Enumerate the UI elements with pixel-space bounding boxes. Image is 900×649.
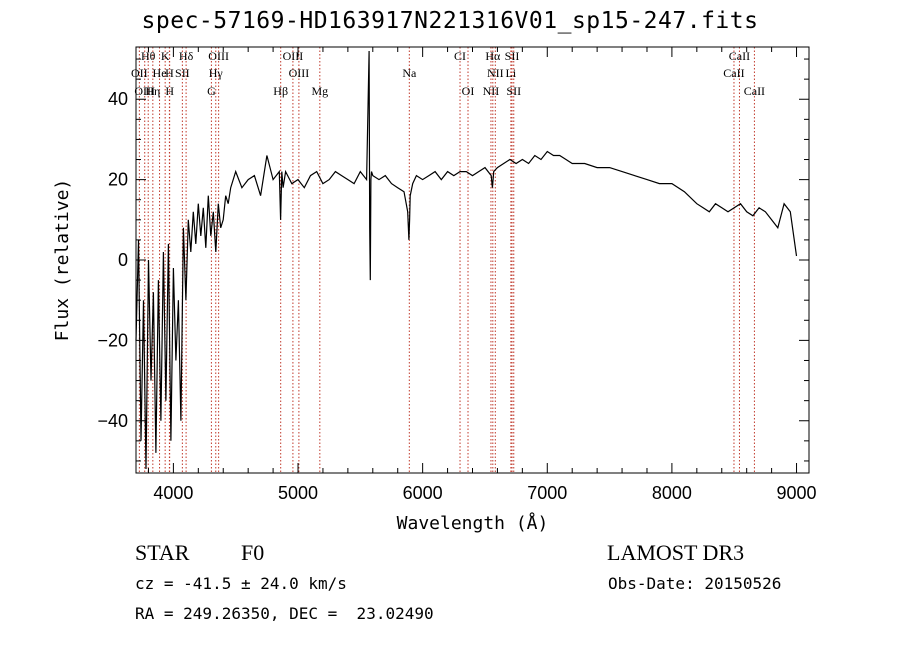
spectral-line-label: Hγ [209,66,224,80]
x-tick-label: 8000 [652,483,692,503]
x-tick-label: 7000 [527,483,567,503]
survey-name: LAMOST DR3 [607,540,745,565]
spectral-line-label: Hα [485,49,501,63]
spectral-line-label: Hη [145,84,160,98]
x-axis-title: Wavelength (Å) [397,512,549,534]
spectral-line-label: NII [483,84,500,98]
x-tick-label: 4000 [153,483,193,503]
y-tick-label: 20 [108,170,128,190]
object-class: STAR [135,540,190,565]
x-tick-label: 6000 [403,483,443,503]
spectral-line-label: NII [487,66,504,80]
spectrum-line [135,50,798,470]
spectral-line-label: OII [131,66,148,80]
spectral-line-label: CaII [723,66,744,80]
y-tick-label: −20 [97,330,128,350]
spectral-line-label: H [165,66,174,80]
spectral-line-label: SII [506,84,521,98]
spectral-line-label: Hθ [141,49,156,63]
chart-title: spec-57169-HD163917N221316V01_sp15-247.f… [141,8,759,34]
spectral-line-label: Na [402,66,417,80]
spectral-line-label: Hδ [179,49,194,63]
spectral-line-label: OIII [289,66,310,80]
spectral-line-label: OI [462,84,475,98]
spectral-line-label: CaII [729,49,750,63]
spectral-line-label: Li [506,66,517,80]
object-subclass: F0 [241,540,265,565]
spectral-line-label: OIII [283,49,304,63]
y-tick-label: 0 [118,250,128,270]
spectral-line-label: H [165,84,174,98]
spectral-line-label: OIII [208,49,229,63]
spectral-line-label: CaII [744,84,765,98]
spectral-line-label: OIII [134,84,155,98]
x-tick-label: 9000 [777,483,817,503]
redshift-text: cz = -41.5 ± 24.0 km/s [135,574,347,593]
coordinates-text: RA = 249.26350, DEC = 23.02490 [135,604,434,623]
y-tick-label: 40 [108,89,128,109]
y-axis-title: Flux (relative) [52,179,73,342]
y-tick-label: −40 [97,411,128,431]
obs-date-text: Obs-Date: 20150526 [608,574,782,593]
spectral-line-label: K [161,49,170,63]
spectral-line-label: G [207,84,216,98]
x-tick-label: 5000 [278,483,318,503]
spectral-line-label: Hβ [273,84,288,98]
spectral-line-label: SII [505,49,520,63]
spectral-line-label: He [153,66,167,80]
spectral-line-label: SII [175,66,190,80]
plot-frame [135,46,810,474]
spectral-line-label: Mg [311,84,328,98]
spectral-line-label: CI [454,49,466,63]
